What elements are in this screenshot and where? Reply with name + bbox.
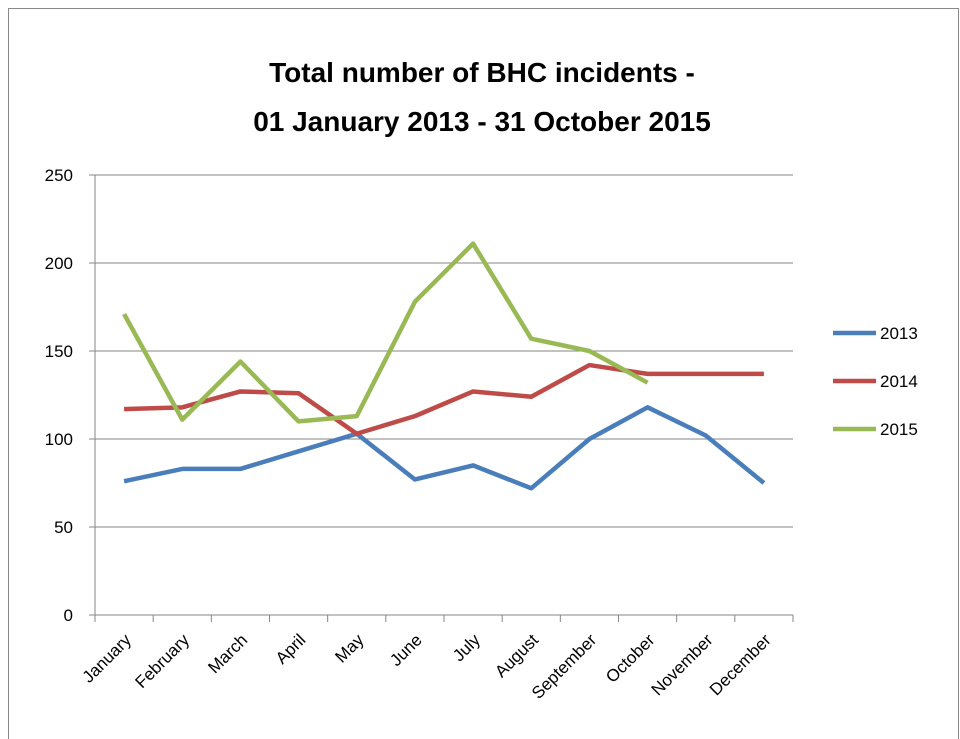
y-tick-label: 0 <box>64 606 73 625</box>
y-tick-label: 150 <box>45 342 73 361</box>
y-tick-label: 100 <box>45 430 73 449</box>
series-line <box>122 241 649 424</box>
series-line <box>124 362 764 436</box>
y-tick-label: 50 <box>54 518 73 537</box>
y-tick-label: 200 <box>45 254 73 273</box>
legend-label: 2014 <box>880 372 918 391</box>
series-line <box>123 405 766 491</box>
chart-title: 01 January 2013 - 31 October 2015 <box>253 106 711 137</box>
legend-label: 2013 <box>880 324 918 343</box>
y-tick-label: 250 <box>45 166 73 185</box>
chart-title: Total number of BHC incidents - <box>269 57 695 88</box>
chart-border <box>8 8 959 739</box>
legend-label: 2015 <box>880 420 918 439</box>
